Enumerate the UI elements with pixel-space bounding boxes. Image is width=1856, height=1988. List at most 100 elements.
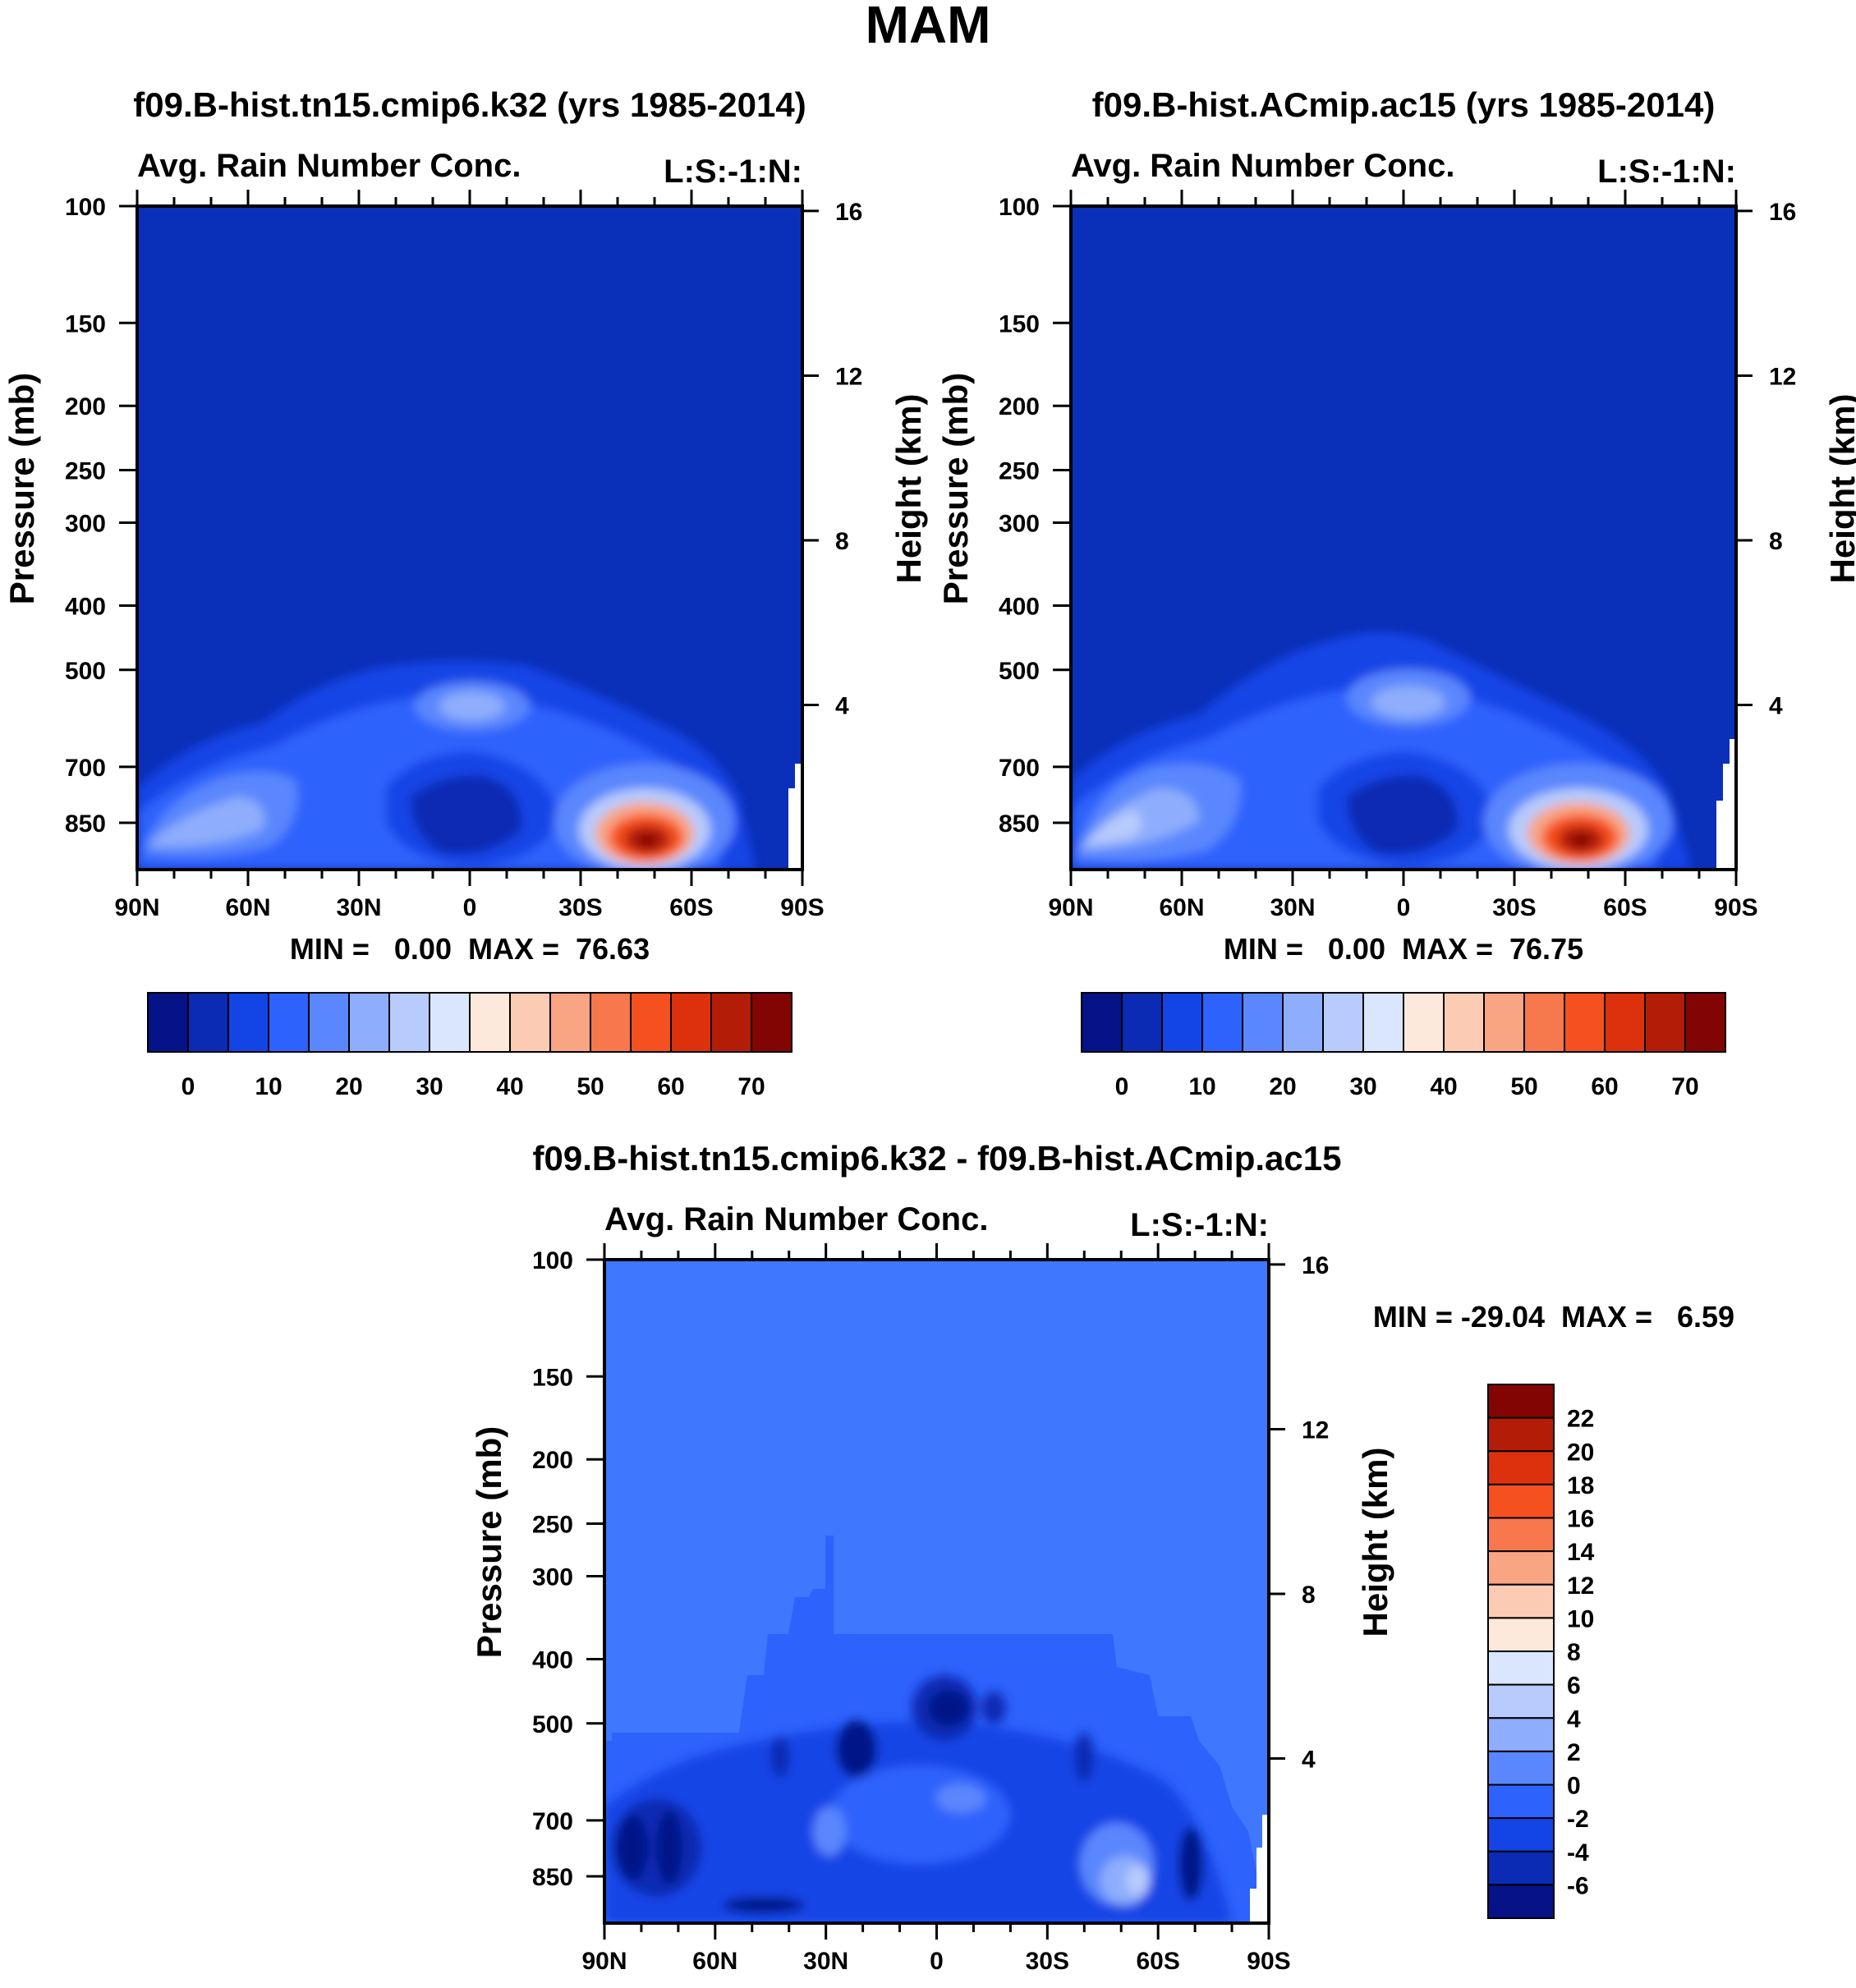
- x-tick-label: 90S: [780, 894, 824, 921]
- panel-1-right-label: L:S:-1:N:: [664, 154, 802, 190]
- colorbar-swatch: [549, 992, 591, 1053]
- x-tick-label: 30S: [558, 894, 602, 921]
- panel-1-stats: MIN = 0.00 MAX = 76.63: [290, 932, 650, 966]
- height-tick-label: 8: [835, 528, 849, 555]
- y-tick-label: 500: [999, 658, 1040, 685]
- panel-3-title: f09.B-hist.tn15.cmip6.k32 - f09.B-hist.A…: [533, 1139, 1342, 1178]
- colorbar-swatch: [469, 992, 511, 1053]
- colorbar-swatch: [1487, 1784, 1555, 1820]
- colorbar-swatch: [147, 992, 189, 1053]
- x-tick-label: 90N: [1048, 894, 1093, 921]
- colorbar-swatch: [1161, 992, 1203, 1053]
- x-tick-label: 60N: [692, 1948, 737, 1975]
- y-tick-label: 850: [999, 810, 1040, 838]
- colorbar-swatch: [509, 992, 551, 1053]
- y2-axis-title: Height (km): [1823, 394, 1856, 584]
- x-tick-label: 90S: [1714, 894, 1757, 921]
- colorbar-swatch: [1081, 992, 1123, 1053]
- panel-2-field: [1071, 632, 1736, 870]
- colorbar-swatch: [751, 992, 792, 1053]
- colorbar-label: 8: [1567, 1639, 1581, 1666]
- x-tick-label: 60S: [669, 894, 713, 921]
- panel-3-field: [604, 1536, 1269, 1923]
- y-tick-label: 100: [999, 194, 1040, 221]
- colorbar-label: 10: [1567, 1605, 1594, 1632]
- panel-2-axes: 90N 60N 30N 0 30S 60S 90S 100 150 200 250 300 400 500…: [936, 190, 1856, 921]
- colorbar-label: 70: [1671, 1073, 1698, 1100]
- colorbar-swatch: [227, 992, 269, 1053]
- colorbar-swatch: [1644, 992, 1686, 1053]
- panel-1-colorbar: 0 10 20 30 40 50 60 70: [147, 992, 792, 1100]
- panel-1-left-label: Avg. Rain Number Conc.: [137, 148, 521, 184]
- x-tick-label: 60S: [1136, 1948, 1179, 1975]
- y-tick-label: 300: [999, 511, 1040, 538]
- colorbar-label: 30: [416, 1073, 443, 1100]
- panel-2-title: f09.B-hist.ACmip.ac15 (yrs 1985-2014): [1092, 85, 1716, 124]
- y-tick-label: 150: [999, 310, 1040, 337]
- y-tick-label: 200: [65, 393, 106, 420]
- colorbar-label: 20: [1567, 1439, 1594, 1466]
- height-tick-label: 12: [1769, 363, 1796, 390]
- colorbar-swatch: [268, 992, 310, 1053]
- height-tick-label: 12: [835, 363, 862, 390]
- x-tick-label: 30S: [1026, 1948, 1069, 1975]
- colorbar-swatch: [1487, 1750, 1555, 1786]
- colorbar-swatch: [1487, 1683, 1555, 1719]
- y-tick-label: 250: [65, 458, 106, 485]
- y-tick-label: 400: [999, 593, 1040, 620]
- y-tick-label: 700: [65, 755, 106, 782]
- colorbar-label: 2: [1567, 1739, 1581, 1766]
- x-tick-label: 0: [463, 894, 477, 921]
- colorbar-label: -4: [1567, 1839, 1589, 1866]
- panel-3-stats: MIN = -29.04 MAX = 6.59: [1373, 1300, 1734, 1334]
- colorbar-swatch: [1362, 992, 1404, 1053]
- height-tick-label: 8: [1769, 528, 1783, 555]
- colorbar-label: 60: [657, 1073, 684, 1100]
- colorbar-swatch: [710, 992, 752, 1053]
- height-tick-label: 12: [1302, 1416, 1329, 1444]
- x-tick-label: 0: [1397, 894, 1411, 921]
- panel-2-stats: MIN = 0.00 MAX = 76.75: [1224, 932, 1583, 966]
- y-tick-label: 300: [65, 511, 106, 538]
- colorbar-swatch: [1487, 1850, 1555, 1886]
- colorbar-swatch: [630, 992, 672, 1053]
- panel-3-left-label: Avg. Rain Number Conc.: [604, 1201, 988, 1237]
- colorbar-swatch: [1322, 992, 1364, 1053]
- panel-2-colorbar: 0 10 20 30 40 50 60 70: [1081, 992, 1726, 1100]
- colorbar-label: 50: [1510, 1073, 1537, 1100]
- panel-3: f09.B-hist.tn15.cmip6.k32 - f09.B-hist.A…: [470, 1139, 1734, 1975]
- colorbar-swatch: [1487, 1717, 1555, 1752]
- colorbar-label: 20: [1269, 1073, 1296, 1100]
- colorbar-swatch: [1604, 992, 1646, 1053]
- panel-3-axes: 90N 60N 30N 0 30S 60S 90S 100 150 200 250 300 400 500…: [470, 1243, 1394, 1975]
- colorbar-label: 0: [1567, 1773, 1581, 1800]
- x-tick-label: 60N: [225, 894, 270, 921]
- panel-2-right-label: L:S:-1:N:: [1597, 154, 1736, 190]
- colorbar-label: 14: [1567, 1539, 1595, 1566]
- y-tick-label: 250: [532, 1512, 573, 1539]
- y-tick-label: 200: [532, 1447, 573, 1474]
- x-tick-label: 30N: [336, 894, 381, 921]
- colorbar-swatch: [429, 992, 471, 1053]
- height-tick-label: 16: [835, 199, 862, 226]
- colorbar-swatch: [388, 992, 430, 1053]
- colorbar-label: 12: [1567, 1572, 1594, 1600]
- y2-axis-title: Height (km): [889, 394, 928, 584]
- colorbar-label: 40: [496, 1073, 523, 1100]
- colorbar-label: 60: [1591, 1073, 1618, 1100]
- y-tick-label: 400: [65, 593, 106, 620]
- y-tick-label: 100: [532, 1247, 573, 1274]
- colorbar-label: 30: [1349, 1073, 1376, 1100]
- y-tick-label: 250: [999, 458, 1040, 485]
- x-tick-label: 30S: [1492, 894, 1536, 921]
- panel-1-axes: 90N 60N 30N 0 30S 60S 90S 100 150 200 250 300 400 500…: [2, 190, 928, 921]
- colorbar-swatch: [1684, 992, 1726, 1053]
- colorbar-swatch: [1487, 1884, 1555, 1919]
- colorbar-label: 22: [1567, 1406, 1594, 1433]
- colorbar-swatch: [1523, 992, 1565, 1053]
- colorbar-swatch: [348, 992, 390, 1053]
- colorbar-swatch: [1487, 1517, 1555, 1553]
- x-tick-label: 30N: [1270, 894, 1315, 921]
- colorbar-label: 16: [1567, 1506, 1594, 1533]
